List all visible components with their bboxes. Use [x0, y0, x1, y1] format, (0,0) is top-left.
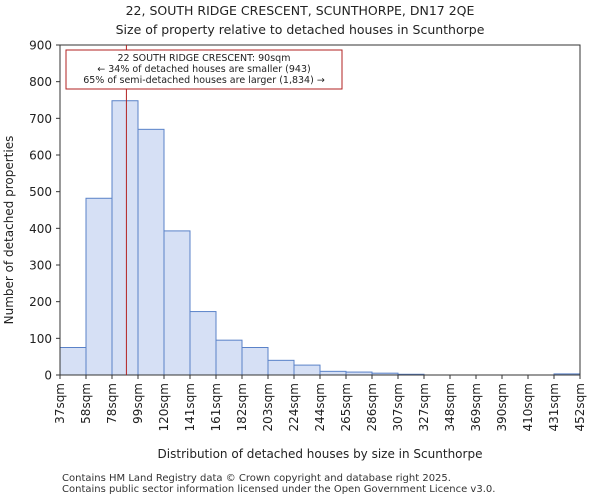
x-tick-label: 58sqm [79, 383, 93, 424]
bar-120sqm [163, 230, 191, 376]
bar-244sqm [319, 370, 347, 376]
y-tick-label: 100 [29, 332, 52, 346]
y-tick-label: 400 [29, 222, 52, 236]
x-tick-label: 286sqm [365, 383, 379, 431]
x-axis-label: Distribution of detached houses by size … [158, 447, 483, 461]
x-tick-label: 37sqm [53, 383, 67, 424]
footer-licence: Contains public sector information licen… [62, 484, 496, 495]
bars-group [59, 100, 581, 376]
x-tick-label: 410sqm [521, 383, 535, 431]
x-tick-label: 141sqm [183, 383, 197, 431]
bar-182sqm [241, 347, 269, 376]
x-tick-label: 182sqm [235, 383, 249, 431]
bar-58sqm [85, 197, 113, 376]
y-tick-label: 300 [29, 259, 52, 273]
y-tick-label: 600 [29, 149, 52, 163]
bar-99sqm [137, 128, 165, 376]
annotation-box [65, 49, 343, 90]
annotation-line-1: 22 SOUTH RIDGE CRESCENT: 90sqm [118, 53, 291, 64]
bar-141sqm [189, 311, 217, 376]
x-tick-label: 369sqm [469, 383, 483, 431]
x-tick-label: 99sqm [131, 383, 145, 424]
footer-copyright: Contains HM Land Registry data © Crown c… [62, 473, 451, 484]
x-tick-label: 120sqm [157, 383, 171, 431]
bar-161sqm [215, 339, 243, 376]
x-tick-label: 224sqm [287, 383, 301, 431]
x-tick-label: 348sqm [443, 383, 457, 431]
y-tick-label: 500 [29, 185, 52, 199]
y-axis: 0 100 200 300 400 500 600 700 800 900 [29, 39, 60, 383]
x-tick-label: 307sqm [391, 383, 405, 431]
x-tick-label: 265sqm [339, 383, 353, 431]
x-tick-label: 452sqm [573, 383, 587, 431]
y-tick-label: 0 [44, 369, 52, 383]
x-tick-label: 78sqm [105, 383, 119, 424]
x-axis: 37sqm 58sqm 78sqm 99sqm 120sqm 141sqm 161sqm 18… [53, 375, 587, 431]
y-tick-label: 200 [29, 295, 52, 309]
x-tick-label: 203sqm [261, 383, 275, 431]
y-tick-label: 700 [29, 112, 52, 126]
bar-203sqm [267, 359, 295, 376]
x-tick-label: 431sqm [547, 383, 561, 431]
annotation-line-3: 65% of semi-detached houses are larger (… [83, 75, 325, 86]
y-tick-label: 800 [29, 75, 52, 89]
x-tick-label: 161sqm [209, 383, 223, 431]
x-tick-label: 244sqm [313, 383, 327, 431]
y-tick-label: 900 [29, 39, 52, 53]
chart-subtitle: Size of property relative to detached ho… [115, 22, 485, 37]
annotation-line-2: ← 34% of detached houses are smaller (94… [97, 64, 310, 75]
y-axis-label: Number of detached properties [2, 136, 16, 325]
x-tick-label: 327sqm [417, 383, 431, 431]
chart-title: 22, SOUTH RIDGE CRESCENT, SCUNTHORPE, DN… [125, 3, 475, 18]
x-tick-label: 390sqm [495, 383, 509, 431]
bar-37sqm [59, 347, 87, 376]
bar-224sqm [293, 364, 321, 376]
bar-78sqm [111, 100, 139, 376]
